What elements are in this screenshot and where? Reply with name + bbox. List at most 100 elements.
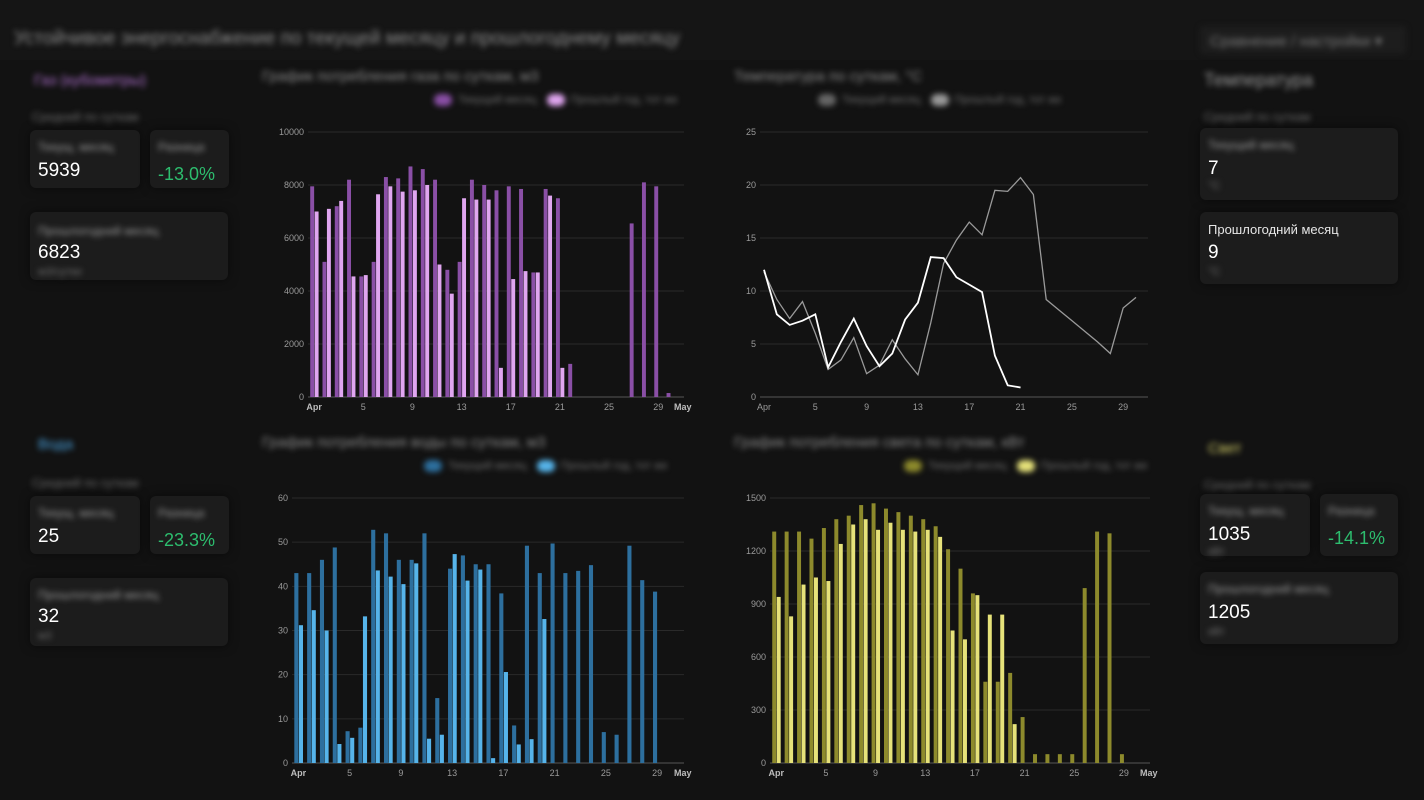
gas-bar-last-year[interactable] xyxy=(420,169,425,397)
electricity-bar-last-year[interactable] xyxy=(896,512,901,763)
gas-bar-current[interactable] xyxy=(400,191,405,397)
electricity-chart-legend[interactable]: Текущий месяц Прошлый год, тот же xyxy=(904,460,1148,473)
gas-bar-last-year[interactable] xyxy=(445,269,450,397)
water-bar-last-year[interactable] xyxy=(294,573,299,763)
electricity-bar-current[interactable] xyxy=(888,522,893,763)
electricity-bar-last-year[interactable] xyxy=(1095,531,1100,763)
temperature-legend-current[interactable]: Текущий месяц xyxy=(818,94,921,107)
electricity-bar-current[interactable] xyxy=(950,630,955,764)
gas-bar-last-year[interactable] xyxy=(334,206,339,397)
water-bar-current[interactable] xyxy=(375,570,380,763)
gas-bar-last-year[interactable] xyxy=(383,177,388,397)
water-bar-last-year[interactable] xyxy=(499,593,504,763)
water-bar-last-year[interactable] xyxy=(448,568,453,763)
temperature-line-last-year[interactable] xyxy=(763,176,1137,377)
electricity-bar-last-year[interactable] xyxy=(933,526,938,763)
electricity-bar-current[interactable] xyxy=(962,639,967,763)
electricity-bar-current[interactable] xyxy=(838,543,843,763)
electricity-bar-current[interactable] xyxy=(876,529,881,763)
electricity-bar-last-year[interactable] xyxy=(908,515,913,763)
electricity-bar-last-year[interactable] xyxy=(970,593,975,763)
gas-bar-last-year[interactable] xyxy=(641,182,646,397)
water-bar-last-year[interactable] xyxy=(512,725,517,763)
gas-bar-current[interactable] xyxy=(498,367,503,397)
temperature-legend-last-year[interactable]: Прошлый год, тот же xyxy=(930,94,1062,107)
gas-bar-last-year[interactable] xyxy=(433,179,438,397)
gas-bar-last-year[interactable] xyxy=(396,178,401,397)
water-bar-current[interactable] xyxy=(311,610,316,763)
water-bar-last-year[interactable] xyxy=(332,547,337,763)
gas-bar-current[interactable] xyxy=(314,211,319,398)
water-chart-legend[interactable]: Текущий месяц Прошлый год, тот же xyxy=(424,460,668,473)
gas-bar-last-year[interactable] xyxy=(482,185,487,397)
water-bar-last-year[interactable] xyxy=(627,545,632,763)
water-bar-current[interactable] xyxy=(452,554,457,763)
electricity-bar-last-year[interactable] xyxy=(946,549,951,763)
gas-bar-current[interactable] xyxy=(486,199,491,397)
water-bar-current[interactable] xyxy=(439,734,444,763)
gas-bar-current[interactable] xyxy=(363,275,368,397)
electricity-bar-current[interactable] xyxy=(851,524,856,764)
electricity-bar-last-year[interactable] xyxy=(1119,754,1124,763)
gas-bar-last-year[interactable] xyxy=(347,179,352,397)
gas-bar-last-year[interactable] xyxy=(322,261,327,397)
gas-bar-current[interactable] xyxy=(535,272,540,397)
water-bar-last-year[interactable] xyxy=(640,580,645,763)
water-bar-current[interactable] xyxy=(427,738,432,763)
electricity-bar-last-year[interactable] xyxy=(884,508,888,763)
gas-bar-current[interactable] xyxy=(412,190,417,397)
water-bar-last-year[interactable] xyxy=(652,591,658,763)
gas-bar-current[interactable] xyxy=(388,186,393,397)
gas-bar-current[interactable] xyxy=(425,185,430,397)
gas-bar-current[interactable] xyxy=(462,198,467,397)
water-bar-last-year[interactable] xyxy=(307,573,312,763)
electricity-bar-last-year[interactable] xyxy=(821,528,826,763)
gas-bar-last-year[interactable] xyxy=(555,198,560,397)
gas-legend-last-year[interactable]: Прошлый год, тот же xyxy=(546,94,678,107)
electricity-bar-last-year[interactable] xyxy=(958,568,963,763)
electricity-bar-last-year[interactable] xyxy=(921,519,926,763)
gas-bar-last-year[interactable] xyxy=(543,188,548,397)
water-bar-current[interactable] xyxy=(401,584,406,763)
water-bar-last-year[interactable] xyxy=(588,565,594,763)
water-bar-current[interactable] xyxy=(414,563,419,763)
electricity-bar-last-year[interactable] xyxy=(1008,672,1013,763)
electricity-bar-last-year[interactable] xyxy=(784,531,789,763)
electricity-bar-last-year[interactable] xyxy=(834,519,839,763)
water-bar-current[interactable] xyxy=(478,569,483,763)
gas-bar-current[interactable] xyxy=(449,293,454,397)
water-legend-current[interactable]: Текущий месяц xyxy=(424,460,527,473)
water-bar-last-year[interactable] xyxy=(345,731,350,763)
electricity-bar-last-year[interactable] xyxy=(1020,717,1025,763)
electricity-bar-last-year[interactable] xyxy=(1057,754,1062,763)
gas-bar-last-year[interactable] xyxy=(494,190,499,397)
electricity-bar-last-year[interactable] xyxy=(1070,754,1075,763)
electricity-bar-current[interactable] xyxy=(789,616,794,763)
water-bar-last-year[interactable] xyxy=(550,543,555,763)
gas-bar-last-year[interactable] xyxy=(629,223,634,397)
gas-bar-current[interactable] xyxy=(523,271,528,397)
gas-bar-current[interactable] xyxy=(548,195,553,397)
water-bar-last-year[interactable] xyxy=(371,529,376,763)
electricity-bar-last-year[interactable] xyxy=(1033,754,1037,763)
water-bar-last-year[interactable] xyxy=(383,533,389,763)
electricity-bar-current[interactable] xyxy=(776,596,781,763)
gas-bar-current[interactable] xyxy=(351,276,356,397)
gas-bar-last-year[interactable] xyxy=(469,179,474,397)
water-bar-last-year[interactable] xyxy=(435,698,440,763)
period-selector-button[interactable]: Сравнение / настройки ▾ xyxy=(1200,26,1406,54)
water-bar-last-year[interactable] xyxy=(460,555,465,763)
electricity-bar-current[interactable] xyxy=(863,519,868,763)
water-bar-last-year[interactable] xyxy=(614,734,619,763)
water-bar-current[interactable] xyxy=(542,619,547,763)
electricity-bar-last-year[interactable] xyxy=(871,503,876,763)
gas-bar-current[interactable] xyxy=(474,199,479,397)
gas-bar-current[interactable] xyxy=(376,194,381,397)
electricity-bar-last-year[interactable] xyxy=(846,515,851,763)
water-bar-last-year[interactable] xyxy=(601,732,606,763)
electricity-legend-last-year[interactable]: Прошлый год, тот же xyxy=(1016,460,1148,473)
electricity-bar-current[interactable] xyxy=(801,584,806,763)
gas-bar-last-year[interactable] xyxy=(457,261,462,397)
